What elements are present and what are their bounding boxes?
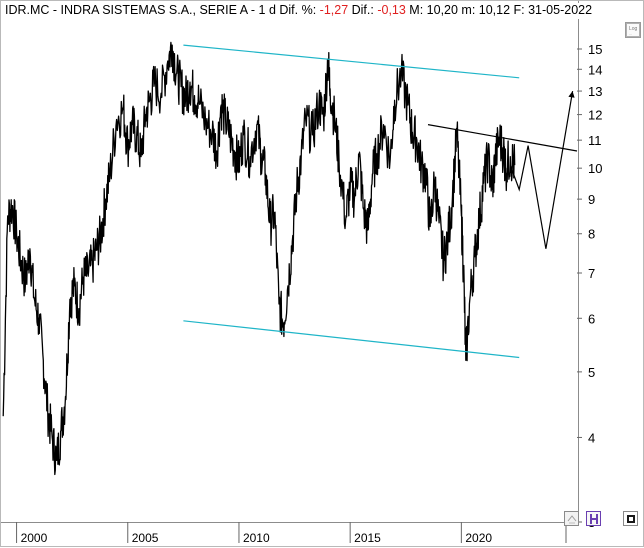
price-series-line: [2, 41, 516, 476]
x-tick-label: 2005: [132, 531, 159, 545]
dif-value: -0,13: [377, 3, 406, 17]
y-tick-label: 15: [588, 42, 602, 57]
y-tick-label: 9: [588, 192, 595, 207]
chart-title-bar: IDR.MC - INDRA SISTEMAS S.A., SERIE A - …: [5, 3, 605, 19]
svg-text:Log: Log: [629, 26, 638, 32]
y-tick-label: 13: [588, 84, 602, 99]
y-axis: 1514131211109876543: [577, 42, 602, 530]
drawing-tool-icon: [590, 514, 598, 524]
upper-channel-line: [183, 44, 520, 79]
chart-toolbar: [561, 509, 644, 531]
panel-toggle-icon: [627, 515, 635, 523]
plot-area[interactable]: [1, 1, 579, 523]
y-tick-label: 8: [588, 227, 595, 242]
magnet-icon: [567, 515, 577, 524]
drawing-tool-button[interactable]: [586, 511, 601, 526]
y-tick-label: 7: [588, 266, 595, 281]
panel-toggle-button[interactable]: [623, 511, 638, 526]
y-tick-label: 4: [588, 430, 595, 445]
close-icon: Log ...: [626, 23, 640, 37]
x-tick-label: 2010: [243, 531, 270, 545]
y-tick-label: 6: [588, 311, 595, 326]
dif-label: Dif.:: [348, 3, 378, 17]
x-tick-label: 2015: [354, 531, 381, 545]
ohlc-stats: M: 10,20 m: 10,12 F: 31-05-2022: [405, 3, 593, 17]
projection-path: [509, 90, 574, 249]
x-tick-label: 2020: [465, 531, 492, 545]
y-tick-label: 5: [588, 365, 595, 380]
x-tick-label: 2000: [21, 531, 48, 545]
x-axis: 2000 2005 2010 2015 2020: [16, 522, 567, 545]
price-series-layer: [2, 41, 516, 476]
dif-pct-value: -1,27: [319, 3, 349, 17]
y-tick-label: 14: [588, 62, 602, 77]
projection-arrowhead: [568, 91, 575, 98]
resistance-line: [427, 124, 578, 152]
y-tick-label: 12: [588, 108, 602, 123]
y-tick-label: 11: [588, 133, 602, 148]
svg-text:...: ...: [629, 31, 632, 36]
lower-channel-line: [183, 320, 520, 359]
title-prefix: IDR.MC - INDRA SISTEMAS S.A., SERIE A - …: [5, 3, 320, 17]
y-tick-label: 10: [588, 161, 602, 176]
trendline-layer: [183, 44, 578, 359]
magnet-button[interactable]: [564, 511, 579, 526]
close-button[interactable]: Log ...: [625, 22, 641, 38]
